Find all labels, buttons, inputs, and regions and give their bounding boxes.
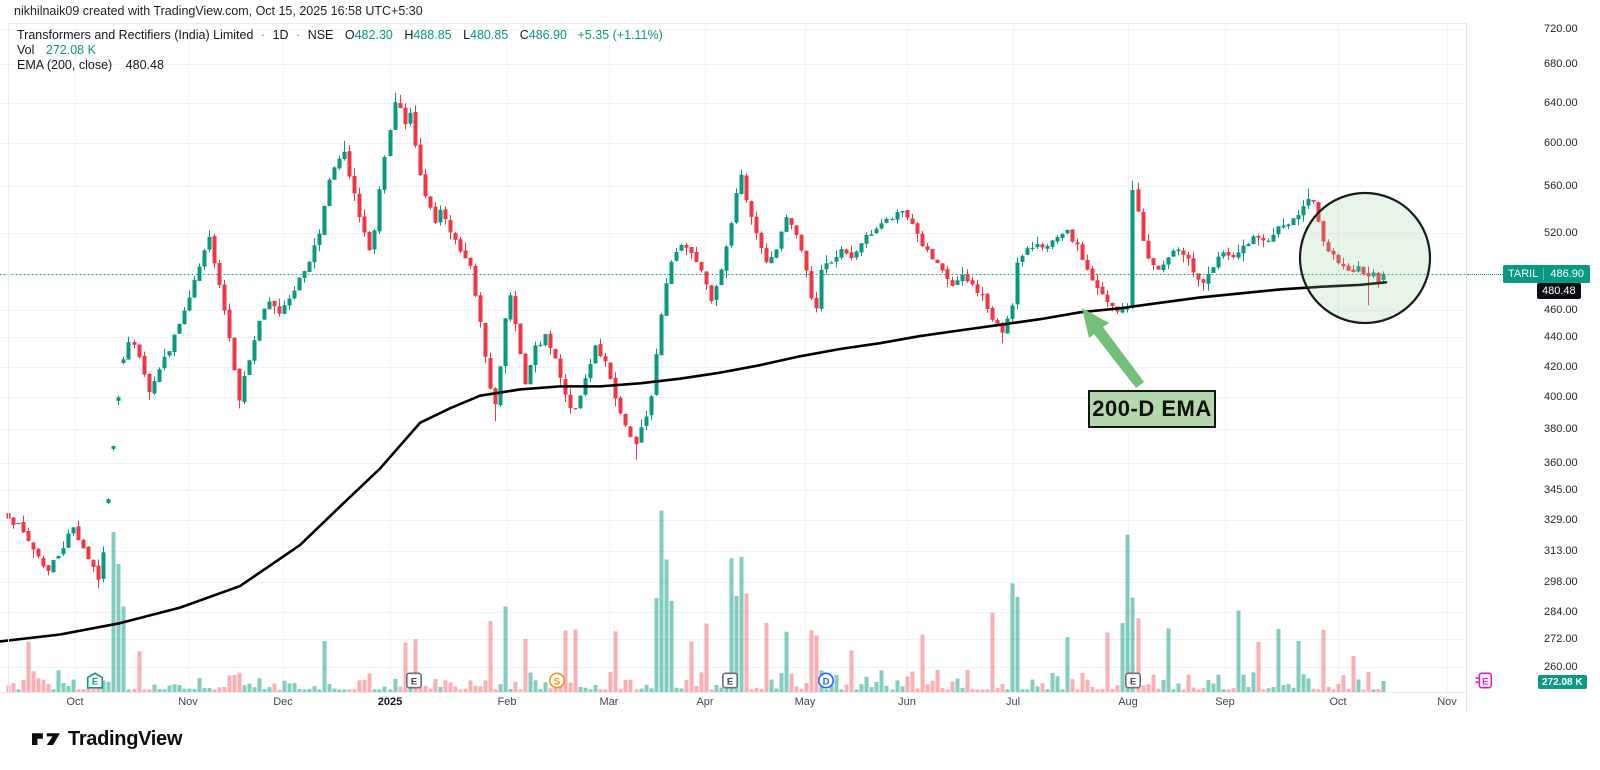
price-tick-label: 272.00 — [1544, 633, 1578, 646]
event-marker-s[interactable]: S — [549, 672, 566, 689]
time-axis-label-aug: Aug — [1118, 696, 1138, 708]
volume-value: 272.08 K — [45, 43, 96, 57]
ticker-label: TARIL — [1503, 267, 1545, 280]
tradingview-logo-icon — [32, 733, 60, 745]
event-marker-e[interactable]: E — [721, 672, 739, 689]
tradingview-logo-text: TradingView — [68, 728, 183, 750]
price-tick-label: 560.00 — [1544, 180, 1578, 193]
event-marker-e-upcoming[interactable]: E — [1475, 672, 1493, 689]
svg-text:E: E — [1482, 676, 1488, 687]
price-chart-canvas[interactable] — [0, 23, 1466, 692]
low-value: 480.85 — [470, 28, 509, 42]
price-tick-label: 460.00 — [1544, 303, 1578, 316]
svg-text:E: E — [1130, 676, 1136, 687]
time-axis-label-sep: Sep — [1215, 696, 1235, 708]
price-tick-label: 380.00 — [1544, 423, 1578, 436]
price-tick-label: 260.00 — [1544, 661, 1578, 674]
event-marker-e[interactable]: E — [1124, 672, 1142, 689]
volume-value-badge: 272.08 K — [1538, 675, 1587, 689]
legend-ema-row: EMA (200, close) 480.48 — [17, 58, 663, 73]
volume-label[interactable]: Vol — [17, 43, 35, 57]
price-tick-label: 298.00 — [1544, 575, 1578, 588]
price-tick-label: 313.00 — [1544, 545, 1578, 558]
pane-left-border — [8, 23, 9, 692]
symbol-title[interactable]: Transformers and Rectifiers (India) Limi… — [17, 28, 254, 42]
ema-indicator-value: 480.48 — [125, 58, 164, 72]
time-axis-label-mar: Mar — [599, 696, 619, 708]
price-tick-label: 420.00 — [1544, 360, 1578, 373]
price-tick-label: 360.00 — [1544, 457, 1578, 470]
chart-frame: 200-D EMA Transformers and Rectifiers (I… — [0, 23, 1600, 714]
time-axis-label-oct: Oct — [66, 696, 84, 708]
event-markers-row: E E S E D E E — [0, 672, 1600, 690]
last-price-dotted-connector — [1467, 274, 1503, 275]
price-tick-label: 440.00 — [1544, 331, 1578, 344]
symbol-timeframe[interactable]: 1D — [272, 28, 289, 42]
open-label: O — [344, 28, 355, 42]
event-marker-e[interactable]: E — [86, 672, 104, 689]
price-tick-label: 600.00 — [1544, 136, 1578, 149]
ema-value-badge: 480.48 — [1537, 283, 1581, 300]
symbol-exchange: NSE — [307, 28, 334, 42]
price-tick-label: 284.00 — [1544, 606, 1578, 619]
ema-callout-label[interactable]: 200-D EMA — [1088, 390, 1216, 428]
price-tick-label: 520.00 — [1544, 226, 1578, 239]
event-marker-d[interactable]: D — [818, 672, 835, 689]
close-label: C — [519, 28, 529, 42]
price-scale[interactable]: TARIL 486.90 480.48 272.08 K 720.00 680.0… — [1466, 23, 1600, 712]
last-price-badge: TARIL 486.90 — [1503, 264, 1591, 283]
time-axis-label-apr: Apr — [696, 696, 714, 708]
time-axis-label-nov: Nov — [178, 696, 198, 708]
time-axis-label-oct: Oct — [1329, 696, 1347, 708]
last-price-value: 486.90 — [1550, 267, 1585, 280]
ema-indicator-label[interactable]: EMA (200, close) — [17, 58, 113, 72]
event-marker-e[interactable]: E — [405, 672, 423, 689]
price-tick-label: 720.00 — [1544, 22, 1578, 35]
svg-text:E: E — [92, 676, 98, 687]
change-value: +5.35 (+1.11%) — [577, 28, 663, 42]
close-value: 486.90 — [528, 28, 568, 42]
time-axis-label-nov: Nov — [1437, 696, 1457, 708]
time-axis-label-dec: Dec — [273, 696, 293, 708]
time-axis-label-2025: 2025 — [377, 696, 403, 708]
legend-separator: · — [260, 28, 266, 42]
time-axis-label-jul: Jul — [1005, 696, 1021, 708]
svg-text:S: S — [554, 676, 560, 687]
open-value: 482.30 — [354, 28, 393, 42]
time-axis-label-feb: Feb — [497, 696, 517, 708]
legend-separator: · — [296, 28, 301, 42]
legend-volume-row: Vol 272.08 K — [17, 43, 663, 58]
watermark-attribution: nikhilnaik09 created with TradingView.co… — [14, 4, 423, 18]
svg-text:E: E — [727, 676, 733, 687]
svg-text:D: D — [823, 676, 830, 687]
legend-symbol-row: Transformers and Rectifiers (India) Limi… — [17, 28, 663, 43]
price-tick-label: 329.00 — [1544, 513, 1578, 526]
tradingview-logo[interactable]: TradingView — [32, 728, 182, 751]
price-tick-label: 400.00 — [1544, 391, 1578, 404]
low-label: L — [463, 28, 471, 42]
price-tick-label: 680.00 — [1544, 58, 1578, 71]
time-axis-label-may: May — [794, 696, 816, 708]
footer: TradingView — [0, 712, 1600, 770]
price-tick-label: 345.00 — [1544, 484, 1578, 496]
legend: Transformers and Rectifiers (India) Limi… — [17, 28, 663, 73]
time-axis-label-jun: Jun — [898, 696, 916, 708]
high-value: 488.85 — [413, 28, 452, 42]
svg-text:E: E — [411, 676, 417, 687]
time-axis[interactable]: Oct Nov Dec 2025 Feb Mar Apr May Jun Jul Aug Sep Oct… — [0, 692, 1600, 714]
high-label: H — [404, 28, 414, 42]
price-tick-label: 640.00 — [1544, 96, 1578, 109]
